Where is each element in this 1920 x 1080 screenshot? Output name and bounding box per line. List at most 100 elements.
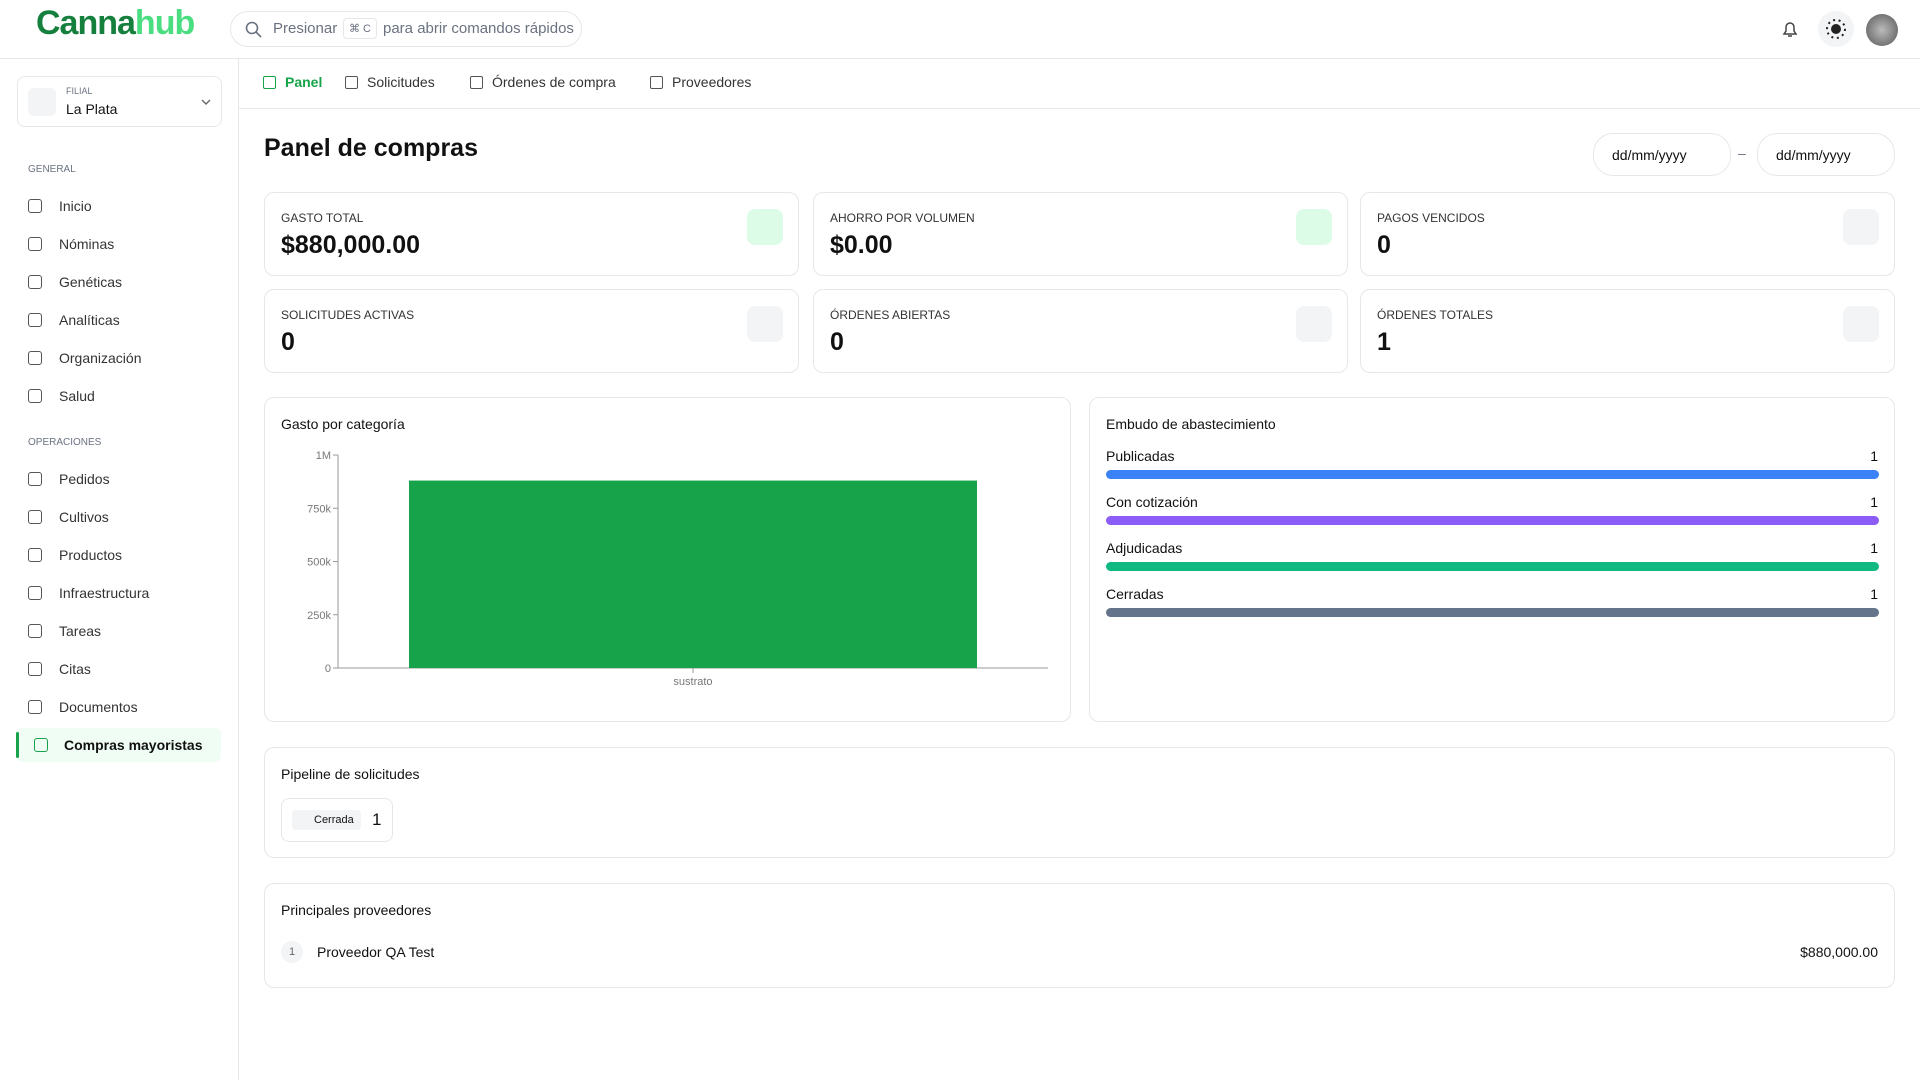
nav-item[interactable]: Inicio [16, 189, 221, 223]
nav-label: Genéticas [59, 274, 123, 290]
x-tick-label: sustrato [673, 676, 712, 688]
stage-bar [1106, 516, 1879, 525]
stat-card: ÓRDENES ABIERTAS 0 [813, 289, 1348, 373]
nav-icon [28, 351, 42, 365]
stat-label: ÓRDENES TOTALES [1377, 308, 1494, 322]
shortcut: ⌘ C [343, 18, 377, 39]
y-tick-label: 0 [325, 663, 331, 675]
stage-bar [1106, 562, 1879, 571]
chevron [201, 99, 211, 105]
nav-item[interactable]: Organización [16, 341, 221, 375]
nav-icon [28, 313, 42, 327]
tab[interactable]: Órdenes de compra [470, 74, 616, 90]
nav-icon [28, 586, 42, 600]
section-title: OPERACIONES [28, 437, 102, 448]
theme-toggle[interactable] [1818, 11, 1854, 47]
stage-name: Publicadas [1106, 448, 1175, 464]
nav-label: Documentos [59, 699, 138, 715]
tab-label: Solicitudes [367, 74, 435, 90]
nav-item[interactable]: Documentos [16, 690, 221, 724]
stat-icon [747, 209, 783, 245]
supplier-amount: $880,000.00 [1800, 944, 1878, 960]
chart: 0 250k 500k 750k 1M sustrato [307, 450, 1048, 688]
nav-item[interactable]: Tareas [16, 614, 221, 648]
section-title: GENERAL [28, 164, 76, 175]
stat-value: $880,000.00 [281, 231, 421, 259]
logo-b: hub [134, 4, 195, 42]
date-to[interactable]: dd/mm/yyyy [1757, 133, 1895, 176]
bar [409, 480, 977, 668]
tab[interactable]: Panel [263, 74, 322, 90]
stage-name: Cerradas [1106, 586, 1164, 602]
sun [1826, 19, 1846, 39]
logo[interactable]: Cannahub [36, 4, 195, 43]
stat-label: PAGOS VENCIDOS [1377, 211, 1485, 225]
stage-bar [1106, 470, 1879, 479]
nav-label: Inicio [59, 198, 92, 214]
nav-icon [28, 624, 42, 638]
tab[interactable]: Proveedores [650, 74, 751, 90]
nav-label: Cultivos [59, 509, 109, 525]
nav-icon [28, 275, 42, 289]
y-tick-label: 750k [307, 503, 331, 515]
pipeline-card: Pipeline de solicitudes Cerrada 1 [264, 747, 1895, 858]
stat-card: ÓRDENES TOTALES 1 [1360, 289, 1895, 373]
tab-icon [470, 75, 483, 89]
suppliers-card: Principales proveedores 1 Proveedor QA Te… [264, 883, 1895, 988]
nav-label: Salud [59, 388, 95, 404]
stat-label: GASTO TOTAL [281, 211, 364, 225]
stage-value: 1 [1870, 540, 1878, 556]
tab-label: Órdenes de compra [492, 74, 616, 90]
date-from[interactable]: dd/mm/yyyy [1593, 133, 1731, 176]
search[interactable]: Presionar ⌘ C para abrir comandos rápido… [230, 11, 582, 47]
tab-bar: Panel Solicitudes Órdenes de compra Proveed… [239, 59, 1920, 109]
tab[interactable]: Solicitudes [345, 74, 435, 90]
stat-value: 0 [830, 328, 844, 356]
nav-icon [28, 472, 42, 486]
stat-value: 0 [1377, 231, 1391, 259]
stat-icon [1843, 209, 1879, 245]
stage-value: 1 [1870, 448, 1878, 464]
rank: 1 [281, 941, 303, 963]
nav-item[interactable]: Compras mayoristas [16, 728, 221, 762]
nav-icon [28, 700, 42, 714]
stat-label: SOLICITUDES ACTIVAS [281, 308, 415, 322]
nav-icon [34, 738, 48, 752]
stat-icon [1843, 306, 1879, 342]
nav-item[interactable]: Salud [16, 379, 221, 413]
logo-a: Canna [36, 4, 136, 42]
nav-icon [28, 389, 42, 403]
nav-icon [28, 548, 42, 562]
nav-item[interactable]: Productos [16, 538, 221, 572]
stage-chip: Cerrada [292, 810, 361, 830]
nav-label: Nóminas [59, 236, 115, 252]
stage-count: 1 [372, 810, 382, 829]
nav-item[interactable]: Nóminas [16, 227, 221, 261]
nav-item[interactable]: Pedidos [16, 462, 221, 496]
stage-bar [1106, 608, 1879, 617]
nav-item[interactable]: Genéticas [16, 265, 221, 299]
stat-value: 1 [1377, 328, 1391, 356]
stat-value: $0.00 [830, 231, 893, 259]
nav-item[interactable]: Analíticas [16, 303, 221, 337]
stat-card: AHORRO POR VOLUMEN $0.00 [813, 192, 1348, 276]
nav-item[interactable]: Infraestructura [16, 576, 221, 610]
nav-item[interactable]: Cultivos [16, 500, 221, 534]
pipeline-stage[interactable]: Cerrada 1 [281, 798, 393, 842]
nav-label: Infraestructura [59, 585, 150, 601]
bell[interactable] [1780, 19, 1800, 39]
nav-item[interactable]: Citas [16, 652, 221, 686]
pipeline-title: Pipeline de solicitudes [281, 766, 420, 782]
search-icon [245, 21, 262, 38]
avatar[interactable] [1866, 14, 1898, 46]
nav-label: Analíticas [59, 312, 120, 328]
branch-select[interactable]: FILIAL La Plata [17, 76, 222, 127]
funnel-card: Embudo de abastecimiento Publicadas 1 Con … [1089, 397, 1895, 722]
stat-card: GASTO TOTAL $880,000.00 [264, 192, 799, 276]
supplier-name: Proveedor QA Test [317, 944, 435, 960]
stat-label: AHORRO POR VOLUMEN [830, 211, 975, 225]
active-bar [16, 732, 19, 758]
chart-card: Gasto por categoría 0 250k 500k 750k 1M sustr… [264, 397, 1071, 722]
stage-value: 1 [1870, 494, 1878, 510]
